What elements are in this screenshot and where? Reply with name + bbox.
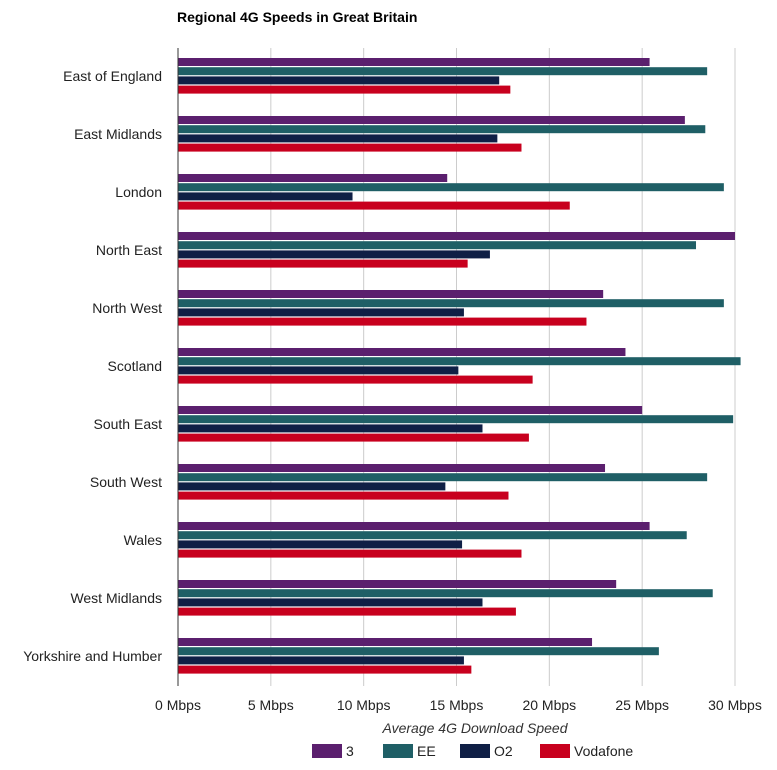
- bar-3: [178, 522, 650, 530]
- category-label: North West: [92, 300, 162, 316]
- category-label: Scotland: [108, 358, 162, 374]
- bar-ee: [178, 241, 697, 250]
- bar-group: [178, 348, 741, 384]
- category-label: Yorkshire and Humber: [23, 648, 162, 664]
- legend-item: 3: [312, 743, 354, 759]
- bar-vodafone: [178, 259, 468, 268]
- x-tick-labels: 0 Mbps 5 Mbps 10 Mbps 15 Mbps 20 Mbps 25 Mbps…: [155, 697, 762, 713]
- bar-ee: [178, 647, 659, 656]
- bar-group: [178, 580, 713, 616]
- bar-3: [178, 464, 606, 472]
- bar-group: [178, 638, 659, 674]
- category-label: East of England: [63, 68, 162, 84]
- bar-ee: [178, 357, 741, 366]
- bar-o2: [178, 598, 483, 607]
- x-tick-label: 0 Mbps: [155, 697, 201, 713]
- bar-group: [178, 174, 724, 210]
- legend-label: O2: [494, 743, 513, 759]
- legend: 3 EE O2 Vodafone: [312, 743, 633, 759]
- bar-vodafone: [178, 85, 511, 94]
- bar-vodafone: [178, 607, 516, 616]
- bar-ee: [178, 299, 724, 308]
- bar-o2: [178, 540, 463, 549]
- bar-3: [178, 290, 604, 298]
- bar-ee: [178, 183, 724, 192]
- legend-swatch: [540, 744, 570, 758]
- bar-o2: [178, 366, 459, 375]
- bar-3: [178, 232, 735, 240]
- x-tick-label: 25 Mbps: [615, 697, 669, 713]
- bar-3: [178, 116, 685, 124]
- bar-vodafone: [178, 143, 522, 152]
- bar-vodafone: [178, 549, 522, 558]
- bar-3: [178, 348, 626, 356]
- category-label: South East: [94, 416, 163, 432]
- category-label: South West: [90, 474, 162, 490]
- legend-label: EE: [417, 743, 436, 759]
- bar-o2: [178, 76, 500, 85]
- x-tick-label: 5 Mbps: [248, 697, 294, 713]
- legend-label: Vodafone: [574, 743, 633, 759]
- category-label: Wales: [124, 532, 162, 548]
- bar-3: [178, 58, 650, 66]
- chart-title: Regional 4G Speeds in Great Britain: [177, 9, 417, 25]
- x-tick-label: 15 Mbps: [430, 697, 484, 713]
- bar-vodafone: [178, 201, 570, 210]
- legend-swatch: [312, 744, 342, 758]
- bar-group: [178, 522, 687, 558]
- bar-o2: [178, 308, 464, 317]
- bar-group: [178, 406, 734, 442]
- legend-label: 3: [346, 743, 354, 759]
- bar-o2: [178, 250, 490, 259]
- bar-vodafone: [178, 317, 587, 326]
- x-tick-label: 10 Mbps: [337, 697, 391, 713]
- legend-swatch: [383, 744, 413, 758]
- bar-group: [178, 58, 708, 94]
- bars: [178, 58, 741, 674]
- x-axis-title: Average 4G Download Speed: [382, 720, 569, 736]
- legend-item: EE: [383, 743, 436, 759]
- bar-group: [178, 232, 735, 268]
- bar-ee: [178, 473, 708, 482]
- category-label: London: [115, 184, 162, 200]
- bar-3: [178, 174, 448, 182]
- bar-ee: [178, 415, 734, 424]
- bar-o2: [178, 134, 498, 143]
- bar-group: [178, 116, 706, 152]
- category-label: East Midlands: [74, 126, 162, 142]
- category-labels: East of England East Midlands London North …: [23, 68, 162, 664]
- x-tick-label: 30 Mbps: [708, 697, 762, 713]
- bar-3: [178, 580, 617, 588]
- bar-ee: [178, 125, 706, 134]
- bar-ee: [178, 531, 687, 540]
- category-label: West Midlands: [70, 590, 162, 606]
- x-tick-label: 20 Mbps: [522, 697, 576, 713]
- bar-o2: [178, 482, 446, 491]
- legend-swatch: [460, 744, 490, 758]
- bar-group: [178, 464, 708, 500]
- bar-vodafone: [178, 491, 509, 500]
- bar-3: [178, 638, 593, 646]
- bar-vodafone: [178, 375, 533, 384]
- legend-item: Vodafone: [540, 743, 633, 759]
- legend-item: O2: [460, 743, 513, 759]
- bar-vodafone: [178, 665, 472, 674]
- bar-group: [178, 290, 724, 326]
- bar-o2: [178, 192, 353, 201]
- bar-vodafone: [178, 433, 529, 442]
- bar-o2: [178, 424, 483, 433]
- bar-ee: [178, 589, 713, 598]
- bar-3: [178, 406, 643, 414]
- category-label: North East: [96, 242, 162, 258]
- bar-ee: [178, 67, 708, 76]
- bar-o2: [178, 656, 464, 665]
